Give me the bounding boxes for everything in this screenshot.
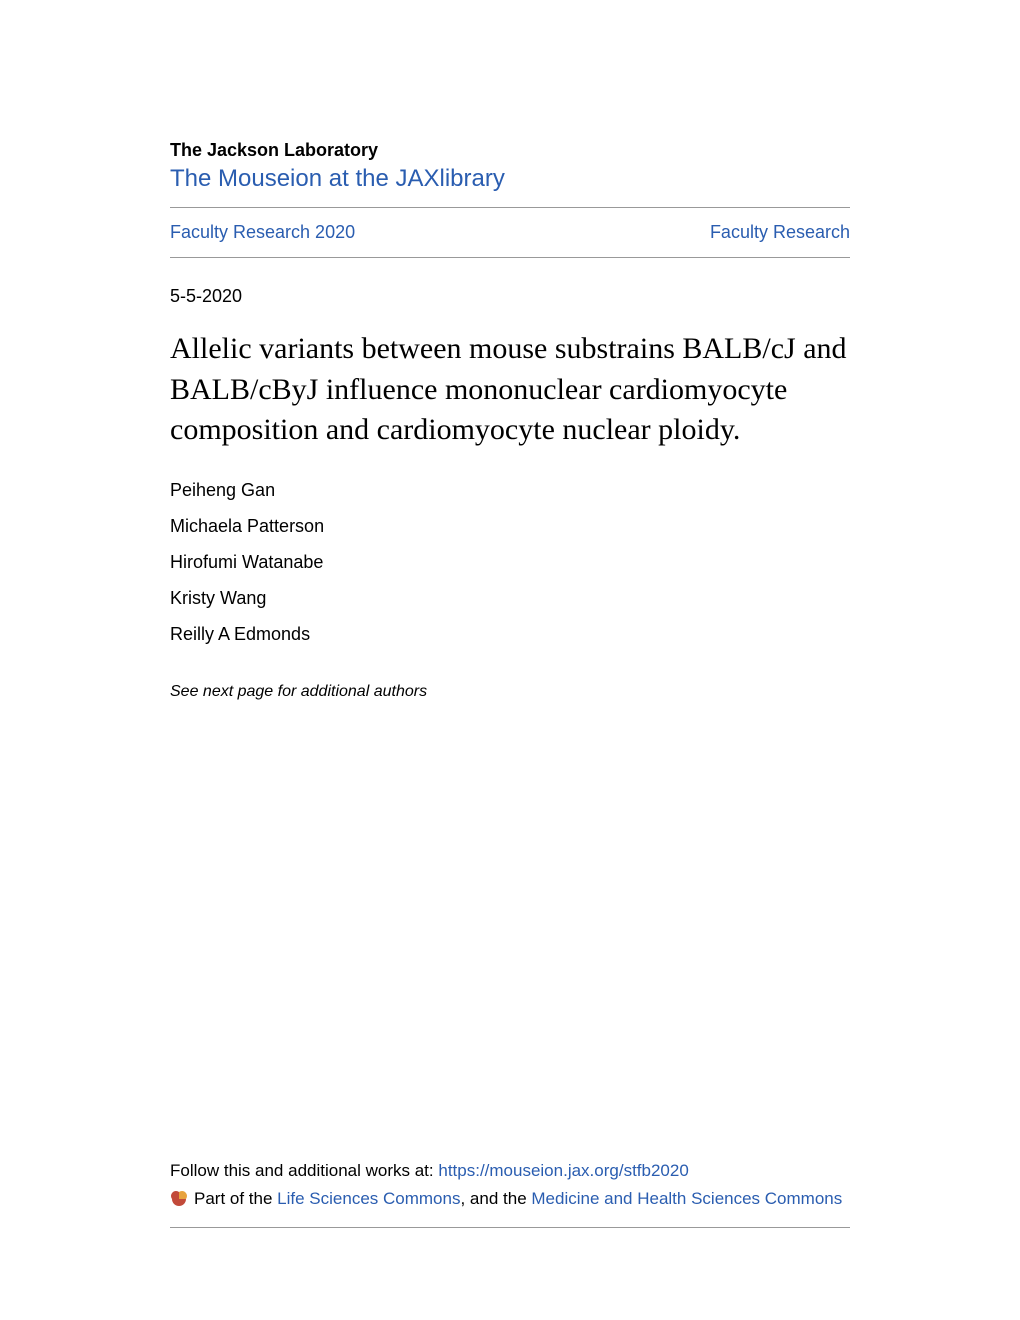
separator: , and the bbox=[460, 1189, 531, 1208]
nav-left-link[interactable]: Faculty Research 2020 bbox=[170, 222, 355, 243]
authors-list: Peiheng Gan Michaela Patterson Hirofumi … bbox=[170, 473, 850, 652]
paper-title: Allelic variants between mouse substrain… bbox=[170, 329, 850, 451]
author: Kristy Wang bbox=[170, 581, 850, 615]
nav-right-link[interactable]: Faculty Research bbox=[710, 222, 850, 243]
author: Reilly A Edmonds bbox=[170, 617, 850, 651]
footer: Follow this and additional works at: htt… bbox=[170, 1161, 850, 1228]
commons-link-1[interactable]: Life Sciences Commons bbox=[277, 1189, 460, 1208]
author: Michaela Patterson bbox=[170, 509, 850, 543]
part-of-text: Part of the Life Sciences Commons, and t… bbox=[170, 1189, 850, 1209]
header-block: The Jackson Laboratory The Mouseion at t… bbox=[170, 140, 850, 193]
network-icon bbox=[170, 1190, 188, 1208]
follow-prefix: Follow this and additional works at: bbox=[170, 1161, 438, 1180]
part-of-wrapper: Part of the Life Sciences Commons, and t… bbox=[194, 1189, 842, 1209]
part-of-prefix: Part of the bbox=[194, 1189, 277, 1208]
institution-name: The Jackson Laboratory bbox=[170, 140, 850, 161]
follow-text: Follow this and additional works at: htt… bbox=[170, 1161, 850, 1181]
see-next-note: See next page for additional authors bbox=[170, 683, 850, 701]
repository-link[interactable]: The Mouseion at the JAXlibrary bbox=[170, 165, 505, 192]
publication-date: 5-5-2020 bbox=[170, 286, 850, 307]
footer-content: Follow this and additional works at: htt… bbox=[170, 1161, 850, 1228]
repository-name: The Mouseion at the JAXlibrary bbox=[170, 165, 850, 193]
nav-bar: Faculty Research 2020 Faculty Research bbox=[170, 207, 850, 258]
author: Hirofumi Watanabe bbox=[170, 545, 850, 579]
follow-link[interactable]: https://mouseion.jax.org/stfb2020 bbox=[438, 1161, 688, 1180]
author: Peiheng Gan bbox=[170, 473, 850, 507]
commons-link-2[interactable]: Medicine and Health Sciences Commons bbox=[531, 1189, 842, 1208]
